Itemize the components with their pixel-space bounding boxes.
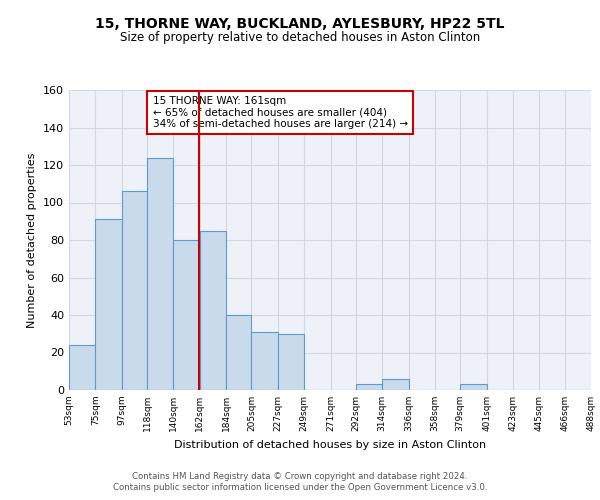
Text: Contains HM Land Registry data © Crown copyright and database right 2024.: Contains HM Land Registry data © Crown c… [132,472,468,481]
Bar [460,384,487,390]
Bar [356,384,382,390]
Bar [173,240,200,390]
Bar [278,334,304,390]
Text: Contains public sector information licensed under the Open Government Licence v3: Contains public sector information licen… [113,484,487,492]
Bar [382,379,409,390]
X-axis label: Distribution of detached houses by size in Aston Clinton: Distribution of detached houses by size … [174,440,486,450]
Text: 15, THORNE WAY, BUCKLAND, AYLESBURY, HP22 5TL: 15, THORNE WAY, BUCKLAND, AYLESBURY, HP2… [95,18,505,32]
Bar [251,332,278,390]
Text: Size of property relative to detached houses in Aston Clinton: Size of property relative to detached ho… [120,31,480,44]
Bar [226,315,251,390]
Bar [69,345,95,390]
Y-axis label: Number of detached properties: Number of detached properties [28,152,37,328]
Bar [95,220,122,390]
Bar [200,230,226,390]
Text: 15 THORNE WAY: 161sqm
← 65% of detached houses are smaller (404)
34% of semi-det: 15 THORNE WAY: 161sqm ← 65% of detached … [152,96,407,129]
Bar [147,158,173,390]
Bar [122,191,147,390]
